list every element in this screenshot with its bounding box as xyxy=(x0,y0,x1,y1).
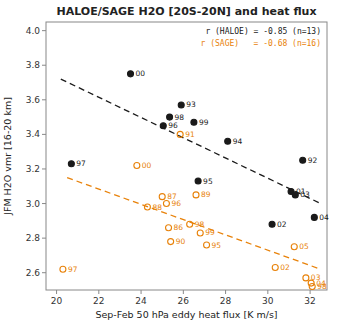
tick-label: 3.2 xyxy=(26,164,40,174)
trend-line xyxy=(67,178,321,270)
point xyxy=(225,138,231,144)
title: HALOE/SAGE H2O [20S-20N] and heat flux xyxy=(56,5,316,18)
tick xyxy=(183,290,184,294)
tick xyxy=(42,99,46,100)
tick xyxy=(56,290,57,294)
point-label: 96 xyxy=(168,121,178,130)
tick-label: 2.8 xyxy=(26,233,41,243)
point-label: 99 xyxy=(205,228,215,237)
point-label: 97 xyxy=(68,265,78,274)
point-label: 05 xyxy=(299,242,309,251)
tick-label: 22 xyxy=(93,296,104,306)
tick xyxy=(42,65,46,66)
x-axis-label: Sep-Feb 50 hPa eddy heat flux [K m/s] xyxy=(95,309,277,320)
tick-label: 2.6 xyxy=(26,268,41,278)
point-label: 92 xyxy=(308,156,318,165)
y-axis-label: JFM H2O vmr [16-20 km] xyxy=(2,97,13,216)
tick xyxy=(42,203,46,204)
point-labels: 9700888796918690988999950205030498970096… xyxy=(68,69,329,291)
plot-area xyxy=(60,71,321,290)
point xyxy=(159,194,165,200)
tick-label: 4.0 xyxy=(26,26,41,36)
point-label: 90 xyxy=(176,237,186,246)
point xyxy=(303,275,309,281)
point-label: 94 xyxy=(233,137,243,146)
point-label: 03 xyxy=(300,190,310,199)
point-label: 02 xyxy=(280,263,290,272)
point xyxy=(300,157,306,163)
point xyxy=(178,102,184,108)
point-label: 99 xyxy=(199,118,209,127)
point xyxy=(128,71,134,77)
point-label: 89 xyxy=(201,190,211,199)
point xyxy=(167,114,173,120)
annotation: r (SAGE) = -0.68 (n=16) xyxy=(201,39,321,48)
tick xyxy=(225,290,226,294)
point xyxy=(311,214,317,220)
trend-line xyxy=(61,79,321,203)
point-label: 00 xyxy=(142,161,152,170)
point xyxy=(309,284,315,290)
point xyxy=(60,266,66,272)
point xyxy=(177,131,183,137)
point-label: 98 xyxy=(317,282,327,291)
tick xyxy=(42,272,46,273)
chart: 20 22 24 26 28 30 32 2.6 2.8 3.0 3.2 3.4 3.6 3.8 4.0 Se… xyxy=(0,0,339,324)
point xyxy=(204,242,210,248)
point-label: 93 xyxy=(186,100,196,109)
tick xyxy=(42,238,46,239)
tick xyxy=(267,290,268,294)
tick-label: 3.8 xyxy=(26,60,41,70)
annotation: r (HALOE) = -0.85 (n=13) xyxy=(205,27,321,36)
tick-label: 3.6 xyxy=(26,95,41,105)
tick-label: 24 xyxy=(135,296,147,306)
plot-frame xyxy=(46,22,327,290)
tick-label: 28 xyxy=(220,296,232,306)
point xyxy=(272,265,278,271)
point xyxy=(160,123,166,129)
point xyxy=(269,221,275,227)
point-label: 04 xyxy=(319,213,329,222)
tick xyxy=(42,134,46,135)
tick xyxy=(98,290,99,294)
point xyxy=(197,230,203,236)
tick xyxy=(42,30,46,31)
point xyxy=(191,119,197,125)
tick-label: 3.0 xyxy=(26,199,41,209)
tick-label: 30 xyxy=(262,296,274,306)
point-label: 88 xyxy=(152,203,162,212)
tick-label: 20 xyxy=(51,296,63,306)
tick-label: 32 xyxy=(304,296,315,306)
point xyxy=(166,225,172,231)
point-label: 98 xyxy=(195,220,205,229)
tick xyxy=(141,290,142,294)
point xyxy=(144,204,150,210)
point-label: 95 xyxy=(212,241,222,250)
point-label: 98 xyxy=(175,113,185,122)
point-label: 02 xyxy=(277,220,287,229)
point-label: 00 xyxy=(136,69,146,78)
point-label: 86 xyxy=(174,223,184,232)
tick xyxy=(42,168,46,169)
tick xyxy=(310,290,311,294)
point-label: 91 xyxy=(185,130,195,139)
point-label: 97 xyxy=(76,159,86,168)
point xyxy=(134,163,140,169)
point xyxy=(193,192,199,198)
point xyxy=(168,239,174,245)
point xyxy=(195,178,201,184)
point xyxy=(68,161,74,167)
point xyxy=(291,244,297,250)
point-label: 95 xyxy=(203,177,213,186)
point xyxy=(187,221,193,227)
tick-label: 3.4 xyxy=(26,129,41,139)
point-label: 96 xyxy=(171,199,181,208)
tick-label: 26 xyxy=(178,296,190,306)
point xyxy=(163,201,169,207)
